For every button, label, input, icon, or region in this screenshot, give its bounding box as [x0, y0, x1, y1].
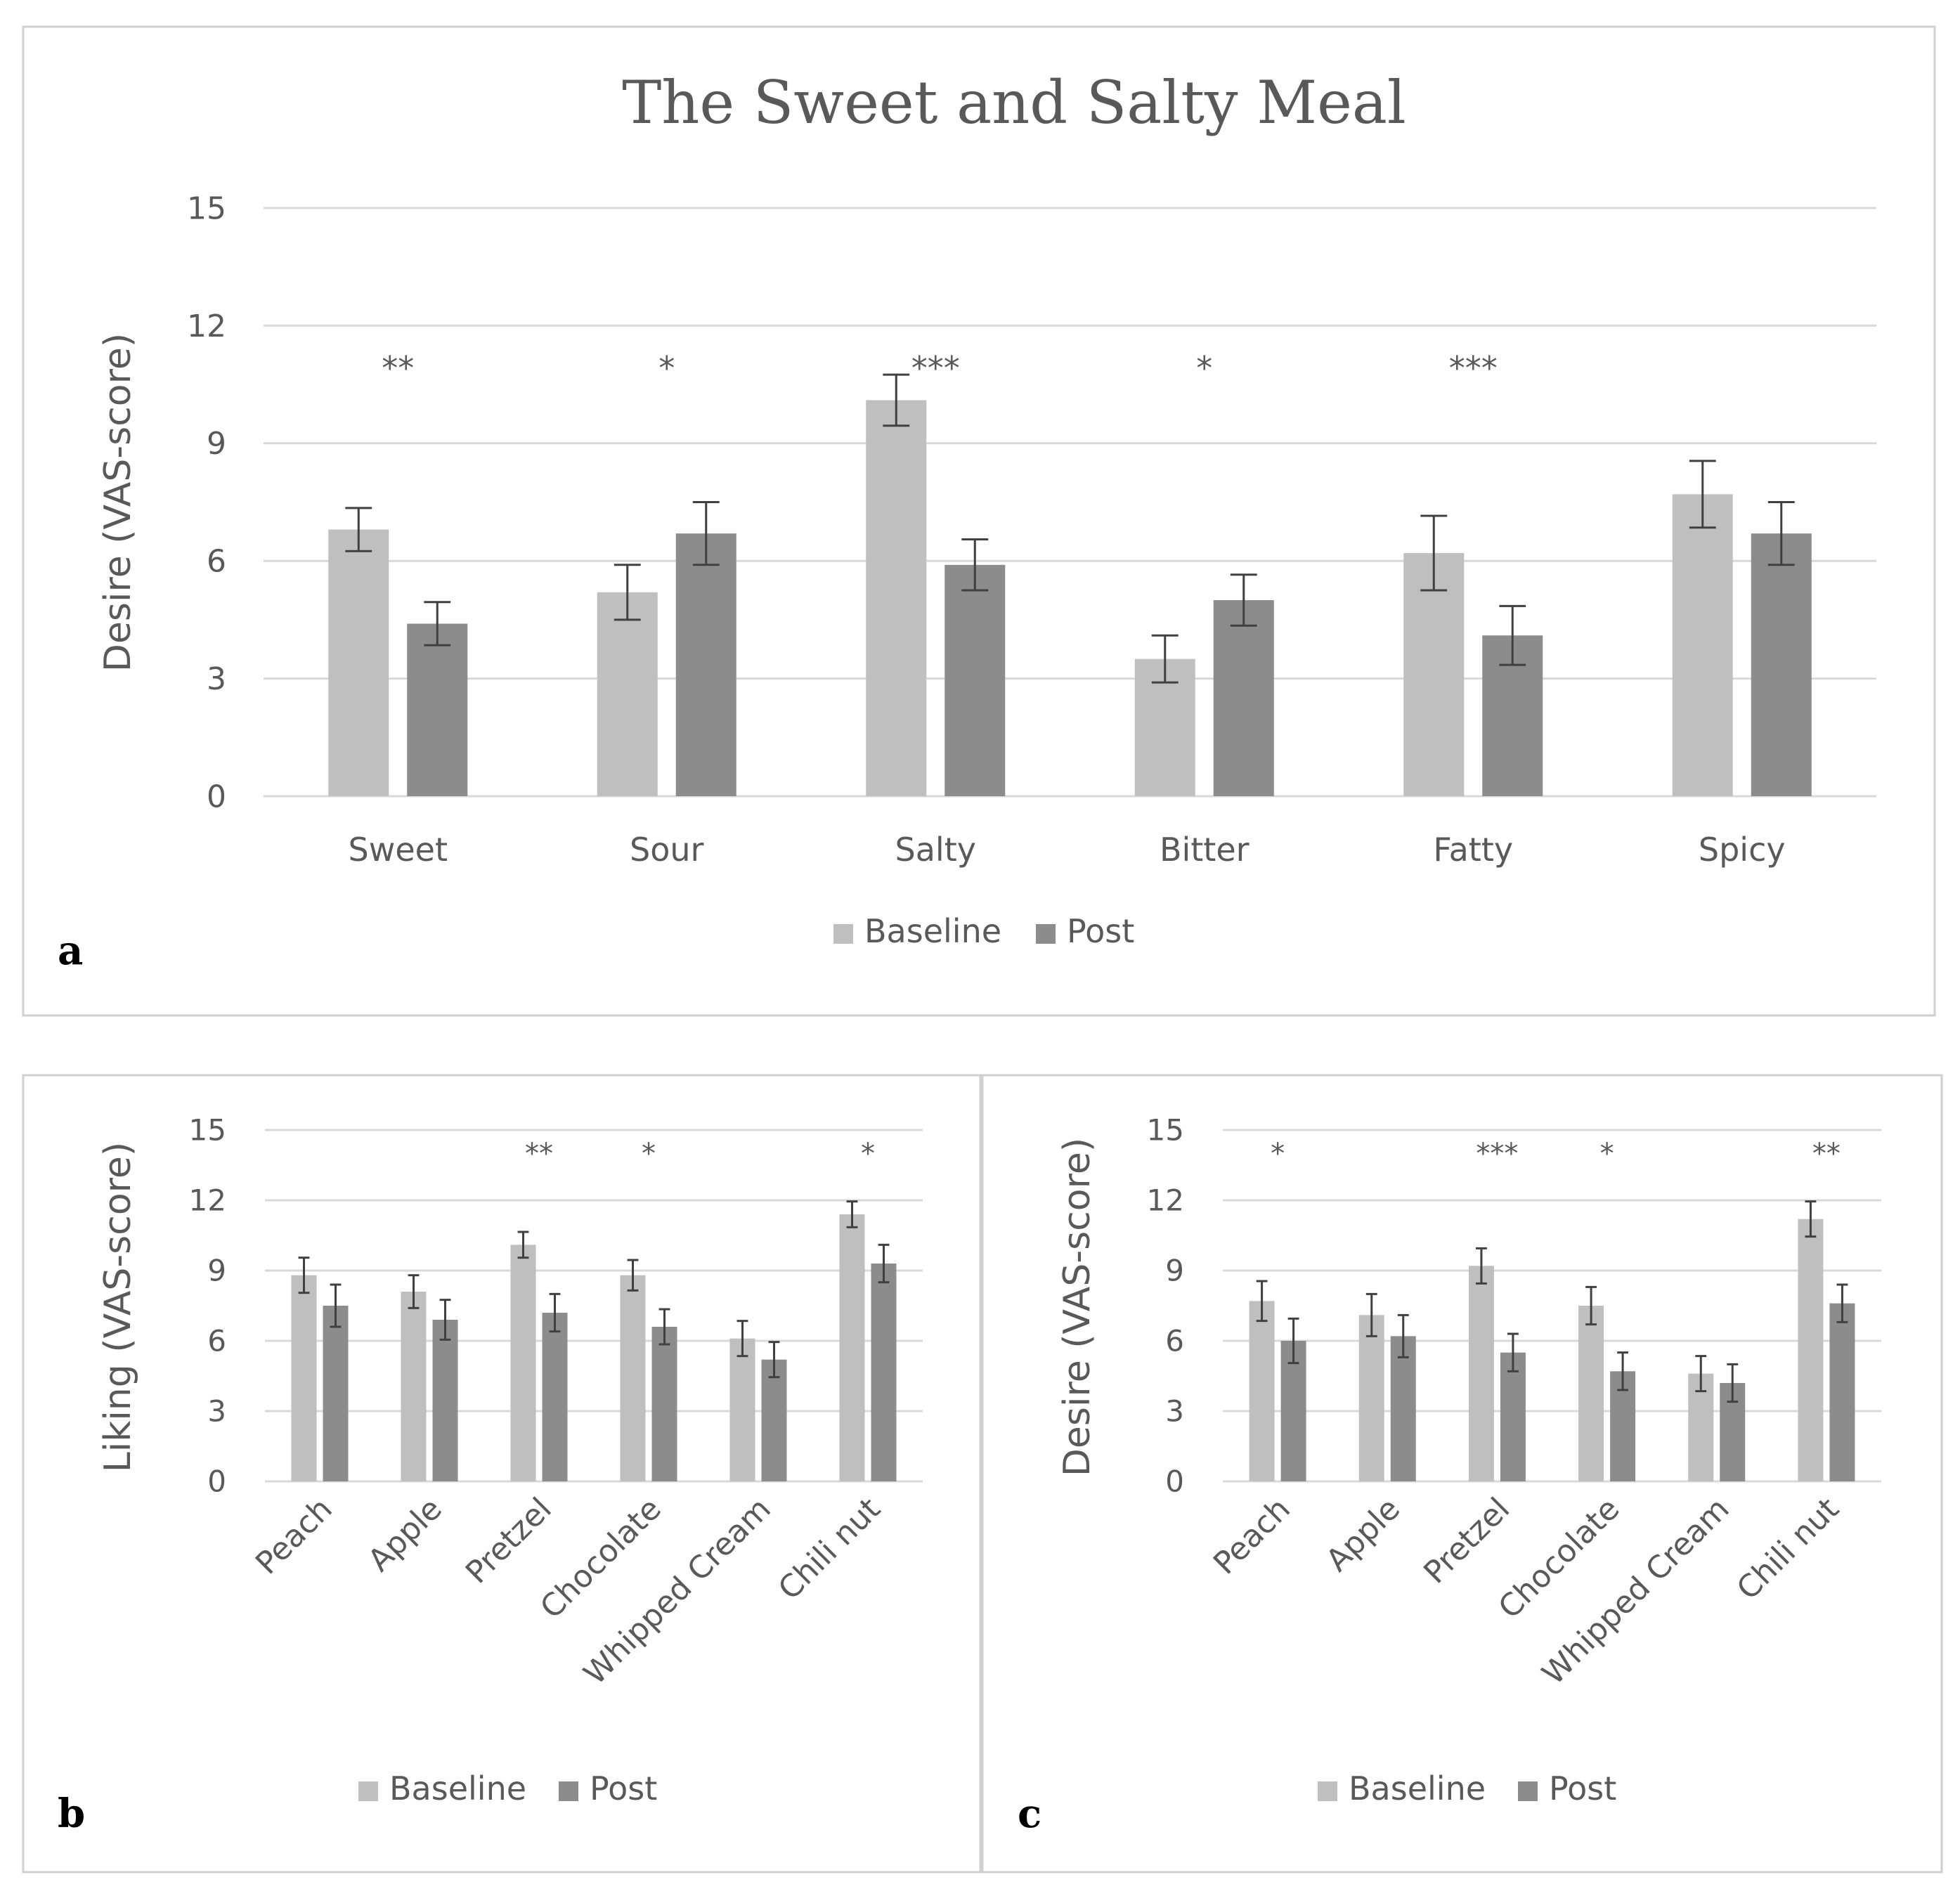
bar-post — [1280, 1341, 1306, 1481]
bar-baseline — [866, 400, 927, 796]
x-tick-label: Sour — [630, 831, 703, 869]
panel-b-letter: b — [58, 1791, 85, 1837]
panel-c-letter: c — [1018, 1791, 1041, 1837]
significance-marker: * — [1196, 349, 1212, 387]
bar-baseline — [1403, 553, 1465, 796]
legend-label-baseline: Baseline — [1349, 1770, 1486, 1807]
legend-swatch-post — [1036, 924, 1056, 944]
bar-baseline — [510, 1245, 536, 1481]
significance-marker: *** — [911, 349, 960, 387]
bar-post — [432, 1320, 458, 1481]
bar-baseline — [1672, 494, 1733, 796]
x-tick-label: Bitter — [1160, 831, 1250, 869]
panel-a-letter: a — [58, 928, 83, 974]
bar-baseline — [839, 1214, 865, 1481]
bar-post — [1500, 1352, 1526, 1481]
bar-baseline — [1468, 1266, 1494, 1481]
significance-marker: ** — [382, 349, 414, 387]
bar-post — [945, 564, 1006, 796]
bar-baseline — [328, 529, 389, 796]
bar-baseline — [291, 1275, 317, 1481]
significance-marker: * — [861, 1138, 875, 1170]
significance-marker: * — [1600, 1138, 1614, 1170]
chart-a-title: The Sweet and Salty Meal — [622, 68, 1406, 137]
y-tick-label: 3 — [207, 1394, 226, 1429]
legend-label-post: Post — [1549, 1770, 1616, 1807]
bar-post — [651, 1327, 677, 1481]
bar-post — [1829, 1303, 1855, 1481]
y-tick-label: 15 — [189, 1113, 226, 1148]
bar-post — [407, 623, 468, 796]
bar-baseline — [401, 1292, 427, 1481]
y-tick-label: 15 — [1147, 1113, 1184, 1148]
legend-label-baseline: Baseline — [864, 912, 1001, 950]
x-tick-label: Fatty — [1433, 831, 1513, 869]
legend-label-post: Post — [1067, 912, 1134, 950]
x-tick-label: Sweet — [349, 831, 448, 869]
significance-marker: ** — [1812, 1138, 1841, 1170]
significance-marker: * — [658, 349, 675, 387]
y-tick-label: 0 — [1165, 1465, 1184, 1499]
bar-post — [675, 533, 736, 796]
x-tick-label: Spicy — [1699, 831, 1786, 869]
significance-marker: * — [1271, 1138, 1285, 1170]
y-tick-label: 12 — [1147, 1183, 1184, 1218]
legend-label-baseline: Baseline — [389, 1770, 526, 1807]
bar-post — [1213, 600, 1274, 796]
bar-baseline — [1798, 1219, 1824, 1481]
legend-swatch-baseline — [833, 924, 853, 944]
y-tick-label: 12 — [187, 309, 226, 344]
significance-marker: * — [642, 1138, 656, 1170]
significance-marker: *** — [1449, 349, 1498, 387]
legend-label-post: Post — [590, 1770, 657, 1807]
legend-swatch-post — [559, 1781, 578, 1801]
bar-baseline — [729, 1338, 755, 1481]
legend-swatch-baseline — [1318, 1781, 1337, 1801]
chart-a-ylabel: Desire (VAS-score) — [97, 333, 139, 672]
y-tick-label: 12 — [189, 1183, 226, 1218]
y-tick-label: 9 — [1165, 1254, 1184, 1288]
y-tick-label: 6 — [207, 1324, 226, 1358]
legend-swatch-baseline — [358, 1781, 378, 1801]
bar-post — [871, 1264, 897, 1481]
legend-swatch-post — [1518, 1781, 1538, 1801]
bar-post — [323, 1306, 349, 1481]
y-tick-label: 0 — [207, 779, 226, 814]
bar-post — [1751, 533, 1812, 796]
y-tick-label: 15 — [187, 190, 226, 226]
y-tick-label: 9 — [207, 426, 226, 462]
bar-post — [542, 1313, 568, 1481]
bar-post — [761, 1359, 787, 1481]
panel-b-frame — [22, 1074, 982, 1874]
y-tick-label: 3 — [1165, 1394, 1184, 1429]
y-tick-label: 6 — [207, 544, 226, 580]
y-tick-label: 6 — [1165, 1324, 1184, 1358]
bar-baseline — [1578, 1306, 1604, 1481]
chart-b-ylabel: Liking (VAS-score) — [97, 1142, 139, 1472]
panel-a-frame — [22, 25, 1936, 1017]
bar-baseline — [597, 592, 658, 796]
chart-c-ylabel: Desire (VAS-score) — [1056, 1138, 1098, 1476]
y-tick-label: 0 — [207, 1465, 226, 1499]
significance-marker: ** — [525, 1138, 553, 1170]
chart-a: 0 3 6 9 12 15 Sweet ** Sour * Salty *** Bitter * Fatty… — [187, 190, 1876, 950]
y-tick-label: 3 — [207, 661, 226, 697]
bar-baseline — [1358, 1315, 1384, 1481]
x-tick-label: Salty — [895, 831, 976, 869]
significance-marker: *** — [1476, 1138, 1518, 1170]
bar-post — [1390, 1336, 1416, 1481]
bar-baseline — [1249, 1301, 1275, 1481]
bar-baseline — [620, 1275, 646, 1481]
panel-c-frame — [981, 1074, 1943, 1874]
y-tick-label: 9 — [207, 1254, 226, 1288]
